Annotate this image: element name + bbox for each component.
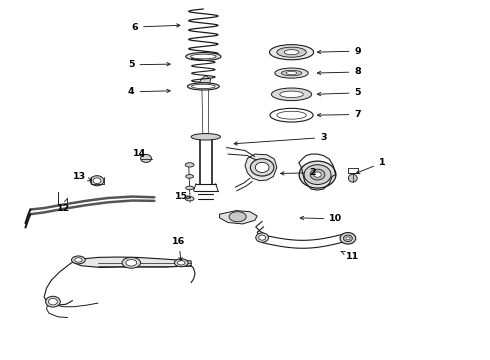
Ellipse shape [314,172,321,177]
Text: 1: 1 [356,158,386,174]
Text: 8: 8 [318,68,361,77]
Text: 9: 9 [318,46,361,55]
Ellipse shape [72,256,85,264]
Ellipse shape [192,84,215,89]
Ellipse shape [93,178,101,184]
Ellipse shape [90,176,104,186]
Ellipse shape [286,71,297,75]
Text: 10: 10 [300,214,342,223]
Ellipse shape [343,235,352,242]
Text: 7: 7 [318,110,361,119]
Text: 2: 2 [281,168,316,177]
Text: 5: 5 [128,60,170,69]
Ellipse shape [284,50,299,55]
Ellipse shape [46,296,60,307]
Ellipse shape [280,91,303,98]
Ellipse shape [299,161,336,188]
Ellipse shape [141,154,151,162]
Ellipse shape [229,212,246,222]
Text: 14: 14 [133,149,147,158]
Text: 11: 11 [341,251,360,261]
Polygon shape [220,211,257,224]
Ellipse shape [122,257,141,268]
Ellipse shape [277,111,306,119]
Ellipse shape [255,162,269,172]
Ellipse shape [346,237,350,240]
Ellipse shape [191,54,216,59]
Ellipse shape [174,259,188,267]
Ellipse shape [185,197,194,201]
Polygon shape [73,257,191,267]
Ellipse shape [277,47,306,57]
Text: 3: 3 [234,133,327,145]
Ellipse shape [256,233,269,242]
Ellipse shape [348,174,357,182]
Ellipse shape [49,298,57,305]
Text: 5: 5 [318,88,361,97]
Text: 15: 15 [175,192,191,201]
Ellipse shape [74,258,82,262]
Ellipse shape [270,45,314,60]
Ellipse shape [281,71,302,76]
Polygon shape [198,76,211,86]
Polygon shape [245,154,277,181]
Ellipse shape [186,186,194,190]
Ellipse shape [250,159,274,176]
Ellipse shape [340,233,356,244]
Ellipse shape [177,261,185,265]
Ellipse shape [126,260,137,266]
Ellipse shape [191,134,220,140]
Ellipse shape [310,169,325,180]
Ellipse shape [304,165,331,184]
Ellipse shape [271,88,312,100]
Text: 12: 12 [57,198,71,212]
Text: 6: 6 [131,22,180,31]
Ellipse shape [275,68,308,78]
Ellipse shape [185,163,194,167]
Text: 4: 4 [128,87,170,96]
Text: 16: 16 [172,237,186,261]
Ellipse shape [270,108,313,122]
Ellipse shape [187,83,220,90]
Ellipse shape [186,175,194,178]
Text: 13: 13 [73,172,92,181]
Ellipse shape [259,235,266,240]
Ellipse shape [186,53,221,60]
